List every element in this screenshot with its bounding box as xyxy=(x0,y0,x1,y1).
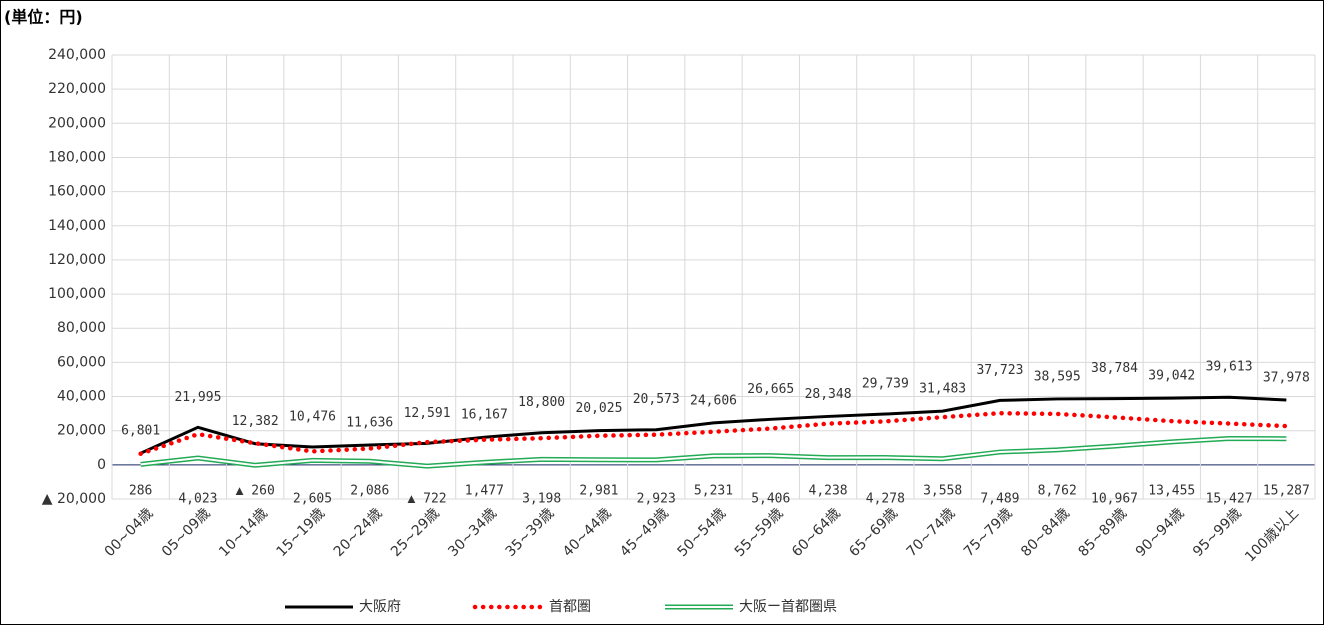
data-label: 38,595 xyxy=(1034,369,1081,384)
series-line-inner xyxy=(140,437,1287,468)
data-label: 12,382 xyxy=(232,414,279,429)
data-label: 20,025 xyxy=(575,401,622,416)
y-tick-label: ▲ 20,000 xyxy=(42,491,106,507)
data-label: 31,483 xyxy=(919,382,966,397)
y-tick-label: 180,000 xyxy=(48,149,106,165)
y-tick-label: 240,000 xyxy=(48,47,106,63)
data-label: 15,287 xyxy=(1263,484,1310,499)
legend-label: 大阪ー首都圏県 xyxy=(739,599,837,615)
y-tick-label: 60,000 xyxy=(57,354,106,370)
data-label: 7,489 xyxy=(980,492,1019,507)
y-tick-label: 220,000 xyxy=(48,81,106,97)
series-line xyxy=(140,395,1287,455)
legend-label: 首都圏 xyxy=(549,599,591,615)
data-label: 5,231 xyxy=(694,484,733,499)
data-label: 39,613 xyxy=(1206,360,1253,375)
y-tick-label: 80,000 xyxy=(57,320,106,336)
data-label: 15,427 xyxy=(1206,492,1253,507)
data-label: 24,606 xyxy=(690,393,737,408)
data-label: 18,800 xyxy=(518,395,565,410)
data-label: 6,801 xyxy=(121,424,160,439)
data-label: ▲ 722 xyxy=(408,492,447,507)
data-label: 4,278 xyxy=(866,492,905,507)
data-label: 1,477 xyxy=(465,484,504,499)
data-label: 37,978 xyxy=(1263,370,1310,385)
y-tick-label: 0 xyxy=(97,457,106,473)
data-label: 13,455 xyxy=(1148,484,1195,499)
y-tick-label: 160,000 xyxy=(48,184,106,200)
data-label: 21,995 xyxy=(174,390,221,405)
data-label: 8,762 xyxy=(1038,484,1077,499)
data-label: 20,573 xyxy=(633,392,680,407)
data-label: 39,042 xyxy=(1148,369,1195,384)
data-label: 29,739 xyxy=(862,377,909,392)
data-label: 2,923 xyxy=(637,492,676,507)
legend-item: 大阪ー首都圏県 xyxy=(665,599,837,615)
data-label: 10,967 xyxy=(1091,492,1138,507)
legend-item: 大阪府 xyxy=(285,599,401,615)
data-label: 5,406 xyxy=(751,492,790,507)
data-label: 11,636 xyxy=(346,415,393,430)
data-label: 26,665 xyxy=(747,382,794,397)
data-label: 12,591 xyxy=(404,406,451,421)
data-label: 2,605 xyxy=(293,492,332,507)
data-label: 16,167 xyxy=(461,408,508,423)
data-label: 4,023 xyxy=(178,492,217,507)
data-label: 286 xyxy=(129,484,152,499)
data-label: 4,238 xyxy=(809,484,848,499)
y-tick-label: 20,000 xyxy=(57,423,106,439)
legend-label: 大阪府 xyxy=(359,599,401,615)
data-label: ▲ 260 xyxy=(236,484,275,499)
data-label: 38,784 xyxy=(1091,361,1138,376)
y-tick-label: 100,000 xyxy=(48,286,106,302)
data-label: 3,198 xyxy=(522,492,561,507)
series-line xyxy=(138,410,1289,456)
data-label: 10,476 xyxy=(289,409,336,424)
data-label: 2,086 xyxy=(350,484,389,499)
legend-item: 首都圏 xyxy=(472,599,591,615)
data-label: 3,558 xyxy=(923,484,962,499)
data-label: 2,981 xyxy=(579,484,618,499)
unit-label: (単位：円) xyxy=(4,8,83,27)
y-tick-label: 140,000 xyxy=(48,218,106,234)
data-label: 28,348 xyxy=(805,387,852,402)
y-tick-label: 40,000 xyxy=(57,389,106,405)
y-tick-label: 200,000 xyxy=(48,115,106,131)
data-label: 37,723 xyxy=(976,363,1023,378)
y-tick-label: 120,000 xyxy=(48,252,106,268)
